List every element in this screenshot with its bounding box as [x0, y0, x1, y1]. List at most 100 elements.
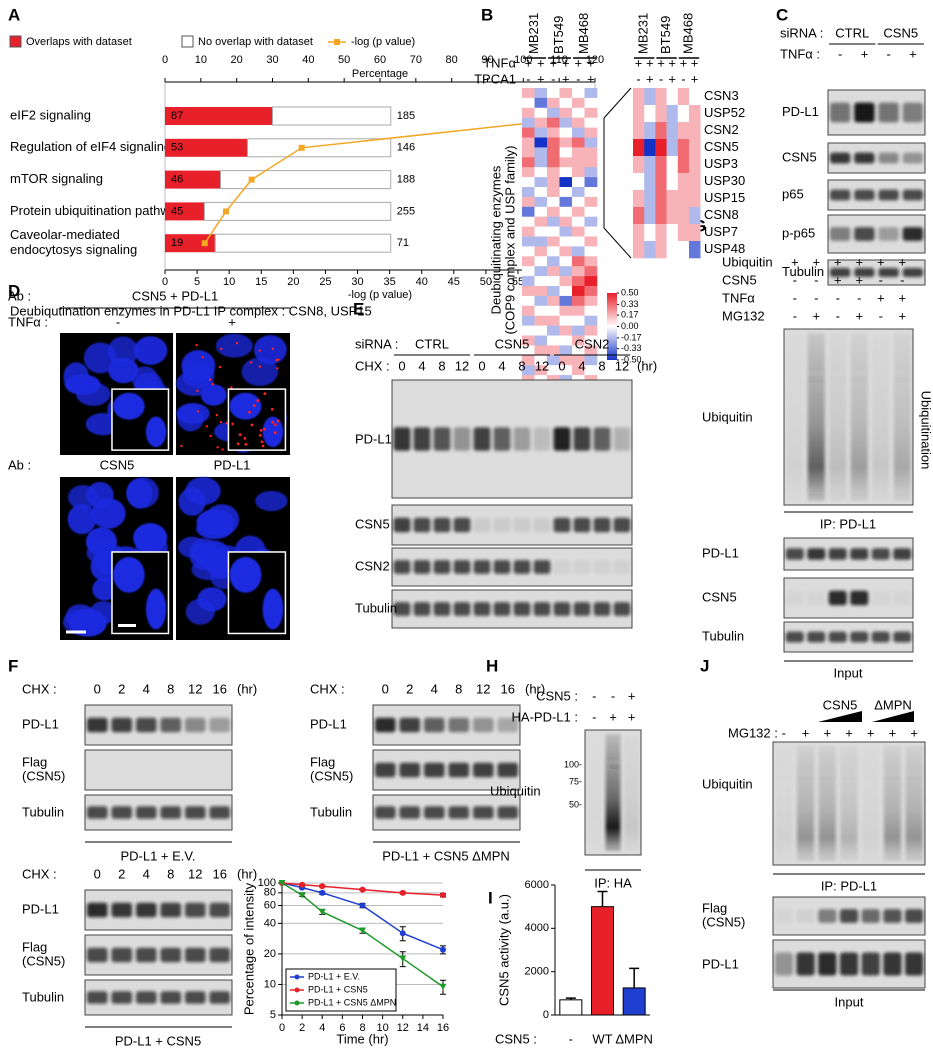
- sign: -: [592, 709, 596, 724]
- nucleus: [229, 556, 262, 593]
- heatmap-cell: [559, 167, 573, 178]
- smear: [850, 333, 868, 501]
- band: [413, 602, 431, 616]
- sign: -: [886, 46, 890, 61]
- row-label: Tubulin: [22, 989, 64, 1004]
- nucleus: [67, 485, 98, 510]
- heatmap-cell: [633, 88, 645, 106]
- colorbar-label: 0.33: [621, 299, 639, 309]
- legend-swatch: [294, 974, 300, 980]
- heatmap-cell: [584, 117, 598, 128]
- category-label: eIF2 signaling: [10, 107, 91, 122]
- band: [513, 560, 531, 574]
- band: [493, 517, 511, 533]
- heatmap-cell: [572, 117, 585, 128]
- band: [878, 102, 899, 123]
- band: [160, 902, 182, 918]
- heatmap-cell: [633, 105, 645, 123]
- heatmap-cell: [559, 325, 573, 336]
- smear: [905, 746, 923, 861]
- x2-tick-label: 20: [287, 276, 299, 288]
- signal-dot: [258, 349, 261, 352]
- band: [184, 991, 206, 1004]
- heatmap-cell: [572, 266, 585, 277]
- bar: [165, 202, 205, 221]
- blot: [84, 749, 233, 791]
- time-label: 8: [518, 358, 525, 373]
- heatmap-cell: [559, 196, 573, 208]
- caption: IP: PD-L1: [820, 516, 876, 531]
- signal-dot: [276, 419, 280, 423]
- heatmap-cell: [522, 117, 535, 128]
- nucleus: [92, 577, 117, 601]
- band: [453, 560, 471, 574]
- heatmap-cell: [689, 156, 701, 174]
- heatmap-cell: [572, 335, 585, 346]
- group-label: CSN5: [883, 25, 918, 40]
- time-label: 0: [478, 358, 485, 373]
- signal-dot: [271, 347, 275, 350]
- band: [829, 268, 851, 277]
- signal-dot: [258, 433, 262, 437]
- band: [573, 560, 591, 574]
- sign: +: [691, 71, 699, 86]
- caption: Deubiqutination enzymes in PD-L1 IP comp…: [10, 303, 372, 318]
- colorbar: [607, 293, 617, 360]
- heatmap-cell: [534, 117, 548, 128]
- blot: [783, 328, 914, 506]
- sign: +: [834, 254, 842, 269]
- signal-dot: [270, 408, 274, 411]
- sign: +: [855, 272, 863, 287]
- row-label: Flag: [22, 754, 47, 769]
- band: [829, 227, 851, 241]
- heatmap-cell: [677, 139, 690, 157]
- band: [828, 631, 847, 643]
- signal-dot: [261, 444, 265, 448]
- nucleus: [145, 588, 167, 630]
- nucleus: [65, 604, 96, 629]
- x-tick-label: ΔMPN: [615, 1031, 653, 1046]
- band: [448, 806, 470, 819]
- zoom-bracket: [603, 227, 632, 259]
- condition-label: TPCA1: [474, 71, 516, 86]
- row-label: PD-L1: [355, 431, 392, 446]
- heatmap-cell: [559, 286, 573, 297]
- band: [905, 952, 924, 976]
- heatmap-cell: [534, 187, 548, 198]
- marker: [359, 927, 366, 935]
- band: [818, 952, 837, 976]
- band: [828, 590, 847, 606]
- band: [399, 806, 421, 819]
- heatmap-cell: [534, 88, 548, 99]
- marker: [399, 889, 406, 896]
- nucleus: [253, 335, 287, 365]
- heatmap-cell: [655, 156, 667, 174]
- signal-dot: [230, 386, 233, 389]
- band: [807, 631, 826, 643]
- signal-dot: [225, 421, 229, 425]
- heatmap-cell: [534, 276, 548, 287]
- ramp: [818, 711, 862, 722]
- error-bar: [629, 967, 640, 988]
- sign: +: [537, 55, 545, 70]
- legend-swatch: [334, 39, 340, 45]
- band: [533, 602, 551, 616]
- sign: +: [834, 272, 842, 287]
- marker: [399, 930, 406, 937]
- colorbar-label: -0.50: [621, 354, 642, 364]
- sign: +: [855, 308, 863, 323]
- band: [497, 717, 519, 733]
- heatmap-cell: [572, 355, 585, 366]
- time-label: 4: [143, 681, 150, 696]
- sign: -: [836, 290, 840, 305]
- y-tick-label: 10: [264, 978, 276, 990]
- band: [472, 762, 494, 778]
- heatmap-cell: [666, 88, 679, 106]
- band: [553, 602, 571, 616]
- line-marker: [222, 208, 229, 215]
- line: [281, 882, 444, 896]
- marker: [319, 883, 326, 890]
- bar: [203, 201, 392, 221]
- band: [184, 902, 206, 918]
